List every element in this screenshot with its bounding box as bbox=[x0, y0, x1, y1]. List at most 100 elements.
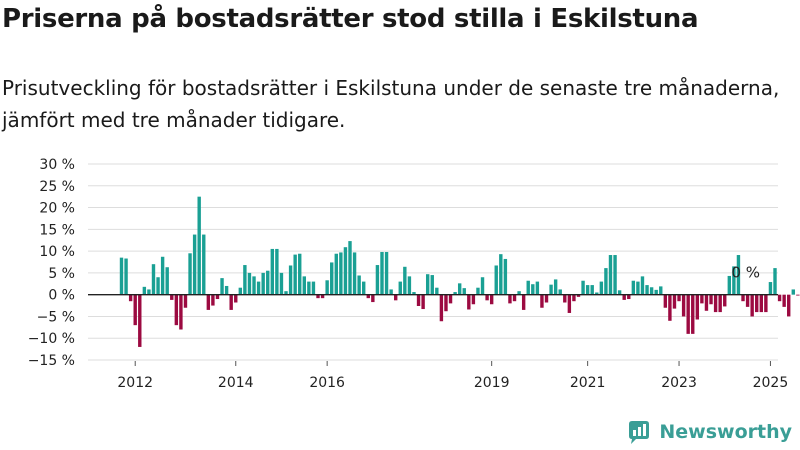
logo-text: Newsworthy bbox=[659, 421, 792, 443]
x-tick-label: 2025 bbox=[753, 375, 789, 391]
bar bbox=[558, 289, 562, 295]
x-tick-label: 2014 bbox=[218, 375, 254, 391]
x-axis-tick-labels: 2012 2014 2016 2019 2021 2023 2025 bbox=[117, 361, 788, 391]
bar bbox=[713, 294, 718, 313]
bar bbox=[430, 275, 434, 295]
bar bbox=[535, 281, 540, 295]
bar bbox=[736, 255, 741, 295]
bar bbox=[151, 264, 156, 295]
bar bbox=[544, 294, 549, 303]
bar bbox=[234, 294, 238, 303]
bar bbox=[777, 294, 782, 302]
bar bbox=[371, 294, 375, 303]
bar bbox=[681, 294, 686, 317]
bar bbox=[270, 248, 275, 295]
bar bbox=[211, 294, 215, 306]
bar bbox=[471, 294, 476, 305]
bar bbox=[320, 294, 325, 299]
bar bbox=[755, 294, 759, 313]
bar bbox=[700, 294, 704, 304]
bar bbox=[581, 280, 585, 295]
bar bbox=[192, 234, 197, 295]
bar bbox=[247, 272, 252, 295]
newsworthy-logo-icon bbox=[629, 421, 650, 444]
bar bbox=[723, 294, 727, 307]
bar bbox=[435, 287, 439, 295]
bar bbox=[133, 294, 137, 326]
bar bbox=[727, 275, 732, 295]
bar bbox=[220, 278, 224, 295]
bar bbox=[425, 274, 430, 295]
bar bbox=[540, 294, 544, 308]
bar bbox=[764, 294, 768, 313]
bar bbox=[590, 285, 594, 295]
bar bbox=[416, 294, 421, 306]
bar bbox=[521, 294, 526, 310]
bar bbox=[499, 254, 503, 295]
bar bbox=[508, 294, 512, 304]
bar bbox=[672, 294, 677, 309]
x-tick-label: 2021 bbox=[570, 375, 606, 391]
bar bbox=[288, 265, 293, 295]
bar bbox=[668, 294, 672, 321]
bar bbox=[229, 294, 233, 310]
bar bbox=[389, 289, 393, 295]
bar-series bbox=[119, 196, 800, 347]
bar bbox=[599, 281, 604, 295]
bar bbox=[627, 294, 631, 300]
bar bbox=[654, 289, 658, 295]
bar bbox=[640, 276, 645, 295]
bar bbox=[343, 247, 348, 295]
bar bbox=[549, 284, 553, 295]
bar bbox=[768, 282, 773, 295]
bar bbox=[512, 294, 517, 302]
bar bbox=[695, 294, 700, 320]
bar bbox=[636, 281, 640, 295]
bar bbox=[243, 265, 247, 295]
bar bbox=[334, 253, 338, 295]
y-axis-tick-labels: 30 % 25 % 20 % 15 % 10 % 5 % 0 % −5 % −10 % −15 % bbox=[28, 157, 75, 369]
bar bbox=[745, 294, 750, 307]
x-tick-label: 2019 bbox=[474, 375, 510, 391]
bar bbox=[576, 294, 581, 297]
bar bbox=[128, 294, 133, 302]
bar bbox=[412, 292, 416, 295]
y-tick-label: −15 % bbox=[28, 353, 75, 369]
bar bbox=[284, 291, 288, 295]
bar bbox=[480, 277, 485, 295]
y-tick-label: 15 % bbox=[39, 222, 75, 238]
bar bbox=[718, 294, 722, 313]
bar bbox=[421, 294, 425, 310]
bar bbox=[631, 280, 636, 295]
bar bbox=[357, 275, 361, 295]
bar bbox=[444, 294, 448, 312]
bar bbox=[403, 266, 407, 295]
bar bbox=[489, 294, 494, 305]
latest-value-annotation: 0 % bbox=[731, 264, 760, 282]
bar bbox=[215, 294, 220, 300]
bar bbox=[394, 294, 398, 301]
bar bbox=[174, 294, 179, 326]
bar bbox=[704, 294, 709, 311]
bar bbox=[462, 288, 466, 295]
y-tick-label: 20 % bbox=[39, 201, 75, 217]
bar bbox=[759, 294, 763, 313]
bar bbox=[188, 253, 192, 295]
bar bbox=[553, 279, 558, 295]
bar bbox=[645, 285, 649, 295]
bar bbox=[311, 281, 316, 295]
bar bbox=[339, 252, 343, 295]
bar bbox=[202, 234, 206, 295]
bar-chart: 30 % 25 % 20 % 15 % 10 % 5 % 0 % −5 % −10 % −15 %… bbox=[28, 157, 800, 391]
bar bbox=[572, 294, 576, 302]
bar bbox=[604, 268, 608, 295]
bar bbox=[375, 265, 380, 295]
bar bbox=[124, 258, 128, 295]
bar bbox=[585, 285, 590, 295]
bar bbox=[773, 268, 777, 295]
bar bbox=[380, 251, 384, 295]
bar bbox=[366, 294, 370, 299]
x-tick-label: 2016 bbox=[309, 375, 345, 391]
bar bbox=[362, 281, 366, 295]
bar bbox=[293, 254, 297, 295]
